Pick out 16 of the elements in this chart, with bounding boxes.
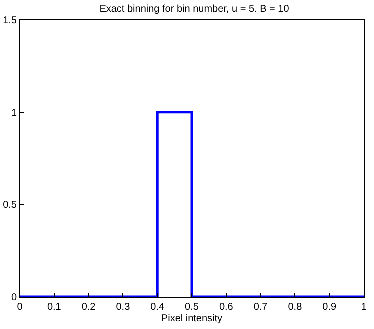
x-tick-label: 0.8: [288, 302, 303, 313]
x-tick-label: 0.5: [185, 302, 200, 313]
x-axis-title: Pixel intensity: [161, 314, 223, 324]
y-tick-label: 0: [11, 292, 18, 304]
y-tick-label: 1: [11, 108, 18, 119]
y-tick-label: 0.5: [3, 200, 18, 212]
x-tick-label: 0.2: [82, 302, 96, 313]
x-tick-label: 1: [361, 302, 368, 313]
x-tick-label: 0.6: [219, 302, 234, 313]
x-tick-label: 0.3: [116, 302, 131, 313]
x-tick-label: 0.7: [254, 302, 268, 313]
x-tick-label: 0.1: [47, 302, 62, 313]
x-tick-label: 0.4: [150, 302, 165, 313]
x-tick-label: 0.9: [322, 302, 337, 313]
chart-title: Exact binning for bin number, u = 5. B = 10: [100, 4, 290, 15]
y-tick-label: 1.5: [3, 16, 18, 26]
